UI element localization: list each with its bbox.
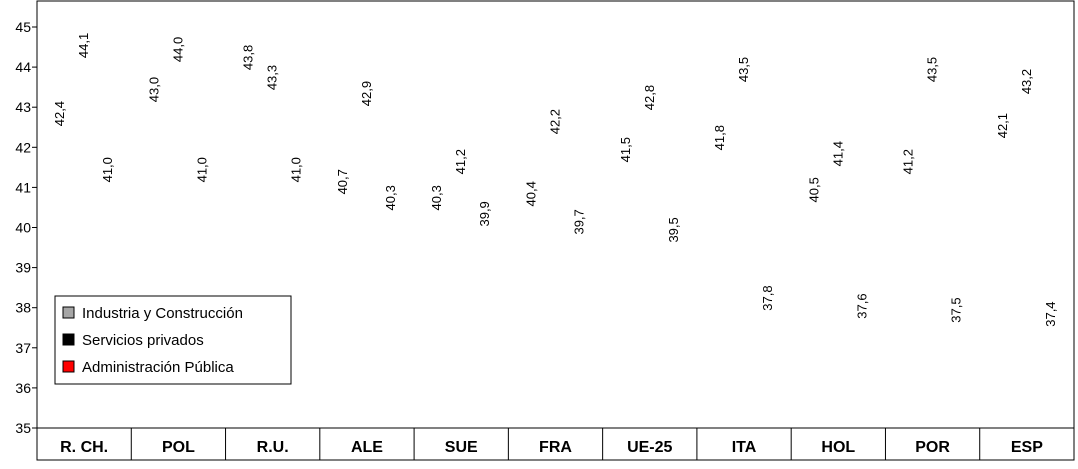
data-label: 37,6 [854,293,869,318]
data-labels-layer: 42,4 44,1 41,0 43,0 44,0 41,0 43,8 43,3 41,0 40,7… [52,33,1058,327]
data-label: 41,2 [901,149,916,174]
data-label: 39,9 [477,201,492,226]
y-tick-label: 43 [15,99,31,115]
data-label: 40,4 [524,181,539,206]
data-label: 43,5 [925,57,940,82]
category-label: ALE [351,439,383,456]
category-label: ITA [732,439,757,456]
legend-label: Administración Pública [82,359,234,376]
data-label: 43,8 [241,45,256,70]
data-label: 44,0 [170,37,185,62]
data-label: 41,0 [194,157,209,182]
y-tick-label: 37 [15,340,31,356]
y-tick-label: 44 [15,59,31,75]
legend-box [54,295,292,385]
data-label: 42,1 [995,113,1010,138]
data-label: 40,5 [806,177,821,202]
data-label: 37,5 [949,297,964,322]
category-label: SUE [445,439,478,456]
data-label: 41,5 [618,137,633,162]
data-label: 41,2 [453,149,468,174]
y-tick-label: 42 [15,139,31,155]
data-label: 40,3 [429,185,444,210]
category-label: POL [162,439,195,456]
data-label: 37,4 [1043,301,1058,326]
legend-swatch [62,333,75,346]
data-label: 39,7 [572,209,587,234]
category-label: R.U. [257,439,289,456]
category-label: ESP [1011,439,1043,456]
data-label: 43,5 [736,57,751,82]
category-label: UE-25 [627,439,672,456]
data-label: 37,8 [760,285,775,310]
y-tick-label: 39 [15,260,31,276]
data-label: 43,0 [146,77,161,102]
y-tick-label: 41 [15,179,31,195]
data-label: 40,3 [383,185,398,210]
data-label: 43,3 [265,65,280,90]
category-label: R. CH. [60,439,108,456]
data-label: 42,8 [642,85,657,110]
y-tick-label: 40 [15,220,31,236]
y-tick-label: 35 [15,420,31,436]
data-label: 41,4 [830,141,845,166]
category-label: HOL [821,439,855,456]
category-label: POR [915,439,950,456]
data-label: 39,5 [666,217,681,242]
y-tick-label: 36 [15,380,31,396]
legend-swatch [62,306,75,319]
axes-layer: 35 36 37 38 39 40 41 42 43 44 45 R. CH. POL R.U. ALE SU… [15,0,1075,461]
data-label: 41,0 [100,157,115,182]
y-tick-label: 45 [15,19,31,35]
data-label: 41,8 [712,125,727,150]
category-label: FRA [539,439,572,456]
data-label: 40,7 [335,169,350,194]
data-label: 42,4 [52,101,67,126]
data-label: 44,1 [76,33,91,58]
data-label: 43,2 [1019,69,1034,94]
y-tick-label: 38 [15,300,31,316]
legend-swatch [62,360,75,373]
data-label: 41,0 [289,157,304,182]
legend: Industria y Construcción Servicios privad… [54,295,292,385]
legend-label: Industria y Construcción [82,305,243,322]
plot-frame [36,0,1075,461]
data-label: 42,9 [359,81,374,106]
legend-label: Servicios privados [82,332,204,349]
data-label: 42,2 [548,109,563,134]
